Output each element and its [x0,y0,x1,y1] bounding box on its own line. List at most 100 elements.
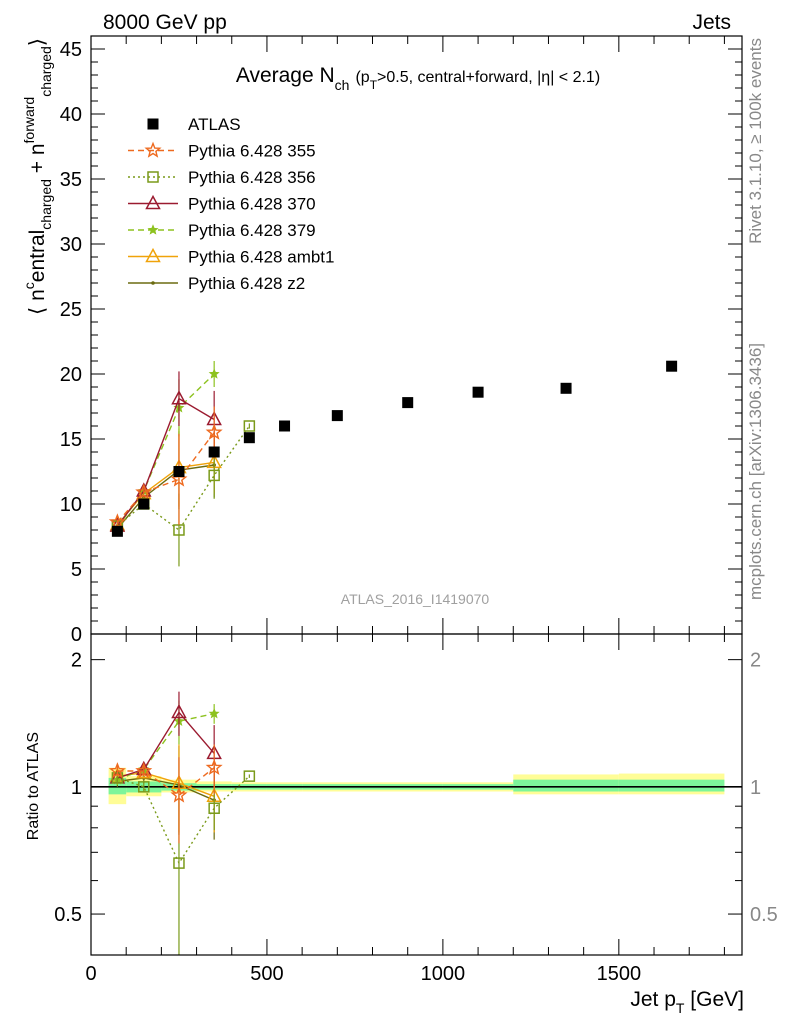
main-title: Average Nch (pT>0.5, central+forward, |η|… [236,64,600,93]
ratio-frame [90,633,743,956]
main-x-ticks [90,36,725,634]
main-y-tick-label: 10 [60,494,82,516]
ylabel-e: + n [26,143,49,179]
data-point-atlas [279,420,291,432]
data-point-atlas [243,432,255,444]
ratio-y-label: Ratio to ATLAS [25,732,42,840]
ylabel-c: entral [26,230,49,283]
main-y-tick-label: 25 [60,299,82,321]
ratio-point-pythia-6-428-355 [135,762,153,779]
series-line-pythia-6-428-ambt1 [116,461,215,526]
main-y-tick-label: 0 [71,624,82,646]
ratio-line-pythia-6-428-z2 [117,777,215,801]
ratio-point-pythia-6-428-356 [138,781,150,793]
data-point-pythia-6-428-356 [243,420,256,432]
ratio-y-tick-label: 2 [71,650,82,672]
ratio-point-pythia-6-428-356 [208,802,220,814]
xlabel-a: Jet p [630,988,676,1011]
data-point-atlas [173,466,185,477]
legend-item-atlas: ATLAS [147,115,241,134]
ratio-point-pythia-6-428-370 [171,703,187,719]
x-tick-label: 500 [250,963,283,985]
xlabel-c: [GeV] [684,988,744,1011]
legend-marker [144,141,162,158]
title-cond-c: >0.5, central+forward, |η| < 2.1) [377,69,600,86]
ratio-y-tick-label-right: 1 [750,777,761,799]
title-sub: ch [335,77,350,93]
legend-item-pythia-6-428-356: Pythia 6.428 356 [128,168,316,187]
data-point-atlas [560,382,572,394]
legend-marker [151,281,155,285]
ratio-y-tick-label-right: 2 [750,650,761,672]
ratio-line-pythia-6-428-370 [117,711,215,779]
legend-label: Pythia 6.428 356 [188,168,316,187]
ylabel-h: ⟩ [26,38,49,46]
series-pythia-6-428-356 [111,420,256,567]
legend-marker [147,171,159,183]
ratio-panel: 0.5 0.5 1 1 2 2 0 500 1000 1500 Ratio to ATLAS J… [25,633,778,1016]
main-y-tick-label: 40 [60,104,82,126]
data-point-atlas [402,397,414,409]
ratio-uncertainty-bands [108,767,725,805]
watermark: ATLAS_2016_I1419070 [341,591,490,607]
legend-marker [147,118,159,130]
ratio-point-pythia-6-428-356 [243,770,256,782]
legend-marker [147,224,159,235]
side-label-top: Rivet 3.1.10, ≥ 100k events [746,38,765,244]
data-point-atlas [111,525,123,537]
series-line-pythia-6-428-z2 [116,464,215,530]
legend-label: ATLAS [188,115,241,134]
ratio-y-tick-label: 1 [71,777,82,799]
main-y-tick-label: 20 [60,364,82,386]
legend-item-pythia-6-428-370: Pythia 6.428 370 [128,195,316,214]
main-y-axis: 0 5 10 15 20 25 30 35 40 45 [60,35,742,646]
data-point-atlas [138,498,150,510]
main-y-tick-label: 30 [60,234,82,256]
header-right: Jets [692,11,731,34]
ratio-y-tick-label-right: 0.5 [750,904,778,926]
data-point-atlas [208,446,220,458]
data-point-pythia-6-428-356 [208,469,220,482]
data-point-pythia-6-428-356 [173,524,185,536]
ratio-x-axis: 0 500 1000 1500 [85,634,725,985]
x-tick-label: 1500 [597,963,642,985]
data-point-atlas [666,360,678,372]
main-y-label: ⟨ ncentralcharged + nforwardcharged⟩ [21,38,54,315]
title-cond-b: T [370,78,378,92]
ratio-line-pythia-6-428-355 [117,767,215,797]
legend-item-pythia-6-428-z2: Pythia 6.428 z2 [128,274,305,293]
main-panel: 0 5 10 15 20 25 30 35 40 45 ATLAS_2016_I1419070 A… [21,35,743,646]
legend: ATLAS Pythia 6.428 355 Pythia 6.428 356 Pyt… [128,115,334,293]
legend-label: Pythia 6.428 355 [188,142,316,161]
ylabel-f: forward [21,97,37,144]
side-label-bottom: mcplots.cern.ch [arXiv:1306.3436] [746,343,765,600]
legend-label: Pythia 6.428 z2 [188,274,305,293]
series-pythia-6-428-ambt1 [109,428,222,531]
title-main: Average N [236,64,335,87]
ylabel-d: charged [38,179,54,230]
series-pythia-6-428-z2 [115,431,216,532]
legend-item-pythia-6-428-ambt1: Pythia 6.428 ambt1 [128,248,334,267]
data-point-atlas [472,386,484,398]
ratio-series-pythia-6-428-379 [111,700,220,786]
ratio-band-inner [513,779,619,792]
data-point-atlas [331,410,343,422]
title-cond-a: (p [355,69,369,86]
legend-marker [145,194,161,210]
ratio-line-pythia-6-428-379 [117,713,215,781]
legend-label: Pythia 6.428 ambt1 [188,248,334,267]
header-left: 8000 GeV pp [103,11,227,34]
legend-item-pythia-6-428-355: Pythia 6.428 355 [128,142,316,161]
ratio-point-pythia-6-428-356 [173,857,185,869]
series-line-pythia-6-428-370 [116,397,215,527]
ylabel-b: c [21,282,37,289]
series-atlas [111,360,678,537]
x-tick-label: 1000 [421,963,466,985]
data-point-pythia-6-428-355 [170,470,188,487]
main-y-tick-label: 5 [71,559,82,581]
data-point-pythia-6-428-370 [171,390,187,405]
ratio-y-axis: 0.5 0.5 1 1 2 2 [54,650,778,956]
data-point-pythia-6-428-355 [108,513,126,530]
data-point-pythia-6-428-379 [208,368,220,379]
